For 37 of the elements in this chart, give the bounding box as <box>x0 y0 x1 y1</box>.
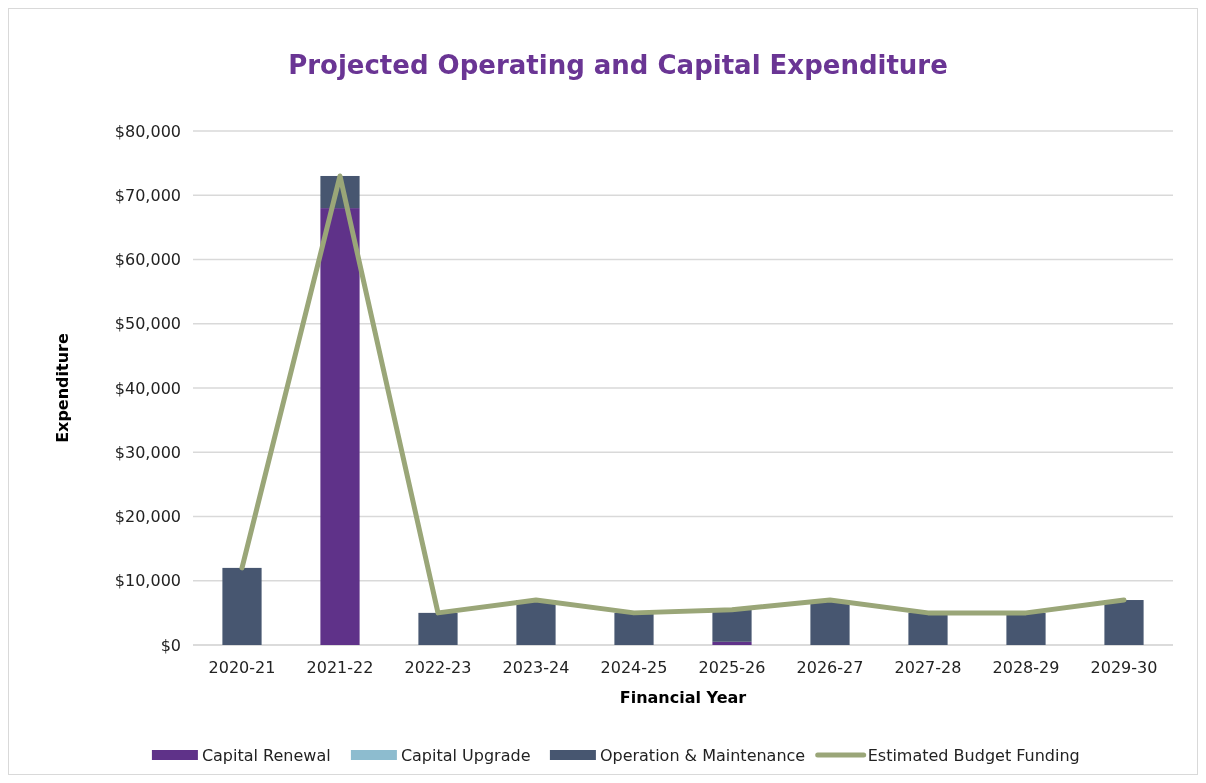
bar <box>1104 600 1144 645</box>
y-tick-label: $0 <box>160 635 181 655</box>
x-tick-label: 2024-25 <box>600 658 668 677</box>
legend-label: Capital Renewal <box>201 745 331 765</box>
y-tick-label: $80,000 <box>114 121 181 141</box>
x-tick-label: 2029-30 <box>1090 658 1158 677</box>
y-tick-label: $10,000 <box>114 571 181 591</box>
bar <box>908 612 948 645</box>
bar <box>712 641 752 645</box>
legend-label: Estimated Budget Funding <box>867 745 1080 765</box>
x-axis-title: Financial Year <box>619 688 747 707</box>
y-tick-label: $20,000 <box>114 507 181 527</box>
y-tick-label: $40,000 <box>114 378 181 398</box>
bar <box>1006 612 1046 645</box>
bar <box>418 612 458 645</box>
y-tick-label: $30,000 <box>114 442 181 462</box>
y-axis-title: Expenditure <box>53 333 72 443</box>
x-tick-label: 2022-23 <box>404 658 472 677</box>
bar <box>712 609 752 642</box>
x-tick-label: 2025-26 <box>698 658 766 677</box>
bar <box>516 600 556 645</box>
bar <box>222 567 262 645</box>
legend-label: Operation & Maintenance <box>599 745 806 765</box>
y-tick-label: $70,000 <box>114 185 181 205</box>
x-tick-label: 2020-21 <box>208 658 276 677</box>
bar <box>320 208 360 645</box>
y-tick-label: $60,000 <box>114 250 181 270</box>
x-tick-label: 2028-29 <box>992 658 1060 677</box>
x-tick-label: 2027-28 <box>894 658 962 677</box>
y-tick-label: $50,000 <box>114 314 181 334</box>
legend-label: Capital Upgrade <box>400 745 531 765</box>
x-tick-label: 2026-27 <box>796 658 864 677</box>
x-tick-label: 2023-24 <box>502 658 570 677</box>
bar <box>810 600 850 645</box>
bar <box>614 612 654 645</box>
x-tick-label: 2021-22 <box>306 658 374 677</box>
chart-title: Projected Operating and Capital Expenditure <box>288 50 948 80</box>
